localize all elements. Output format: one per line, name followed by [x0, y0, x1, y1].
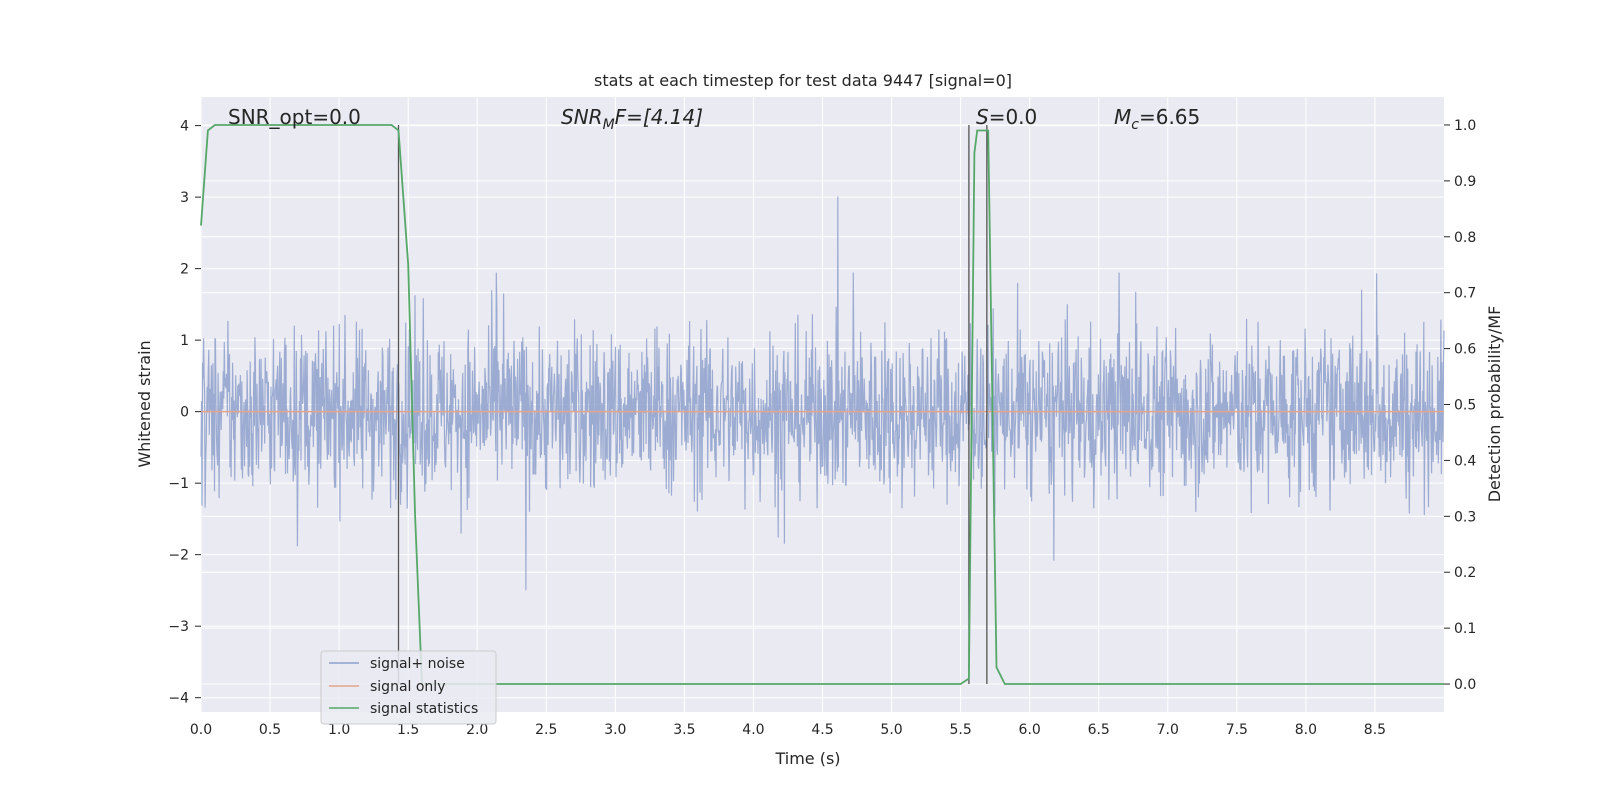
- vertical-markers: [397, 124, 988, 685]
- y2-tick-label: 0.6: [1454, 342, 1476, 358]
- x-tick-label: 8.0: [1295, 722, 1317, 738]
- x-tick-label: 2.5: [535, 722, 557, 738]
- annotation-mc-base: M: [1114, 105, 1131, 129]
- y-tick-label: −3: [168, 619, 189, 635]
- legend-label-signal-noise: signal+ noise: [370, 656, 465, 672]
- y2-tick-label: 0.2: [1454, 565, 1476, 581]
- annotation-s-base: S: [976, 105, 989, 129]
- y2-tick-label: 0.1: [1454, 621, 1476, 637]
- signal-noise-line: [200, 196, 1445, 591]
- series-signal-statistics: [200, 124, 1444, 685]
- y-axis-label: Whitened strain: [135, 340, 154, 467]
- annotation-mc: Mc=6.65: [1114, 105, 1200, 133]
- x-axis-label: Time (s): [774, 749, 840, 768]
- y2-tick-label: 0.8: [1454, 230, 1476, 246]
- annotation-snr-opt: SNR_opt=0.0: [228, 105, 361, 129]
- legend-label-signal-only: signal only: [370, 679, 445, 695]
- y-tick-label: 4: [180, 119, 189, 135]
- x-tick-label: 0.5: [259, 722, 281, 738]
- x-tick-label: 5.5: [949, 722, 971, 738]
- annotation-mc-rest: =6.65: [1139, 105, 1200, 129]
- signal-statistics-line: [200, 124, 1444, 685]
- x-tick-label: 3.0: [604, 722, 626, 738]
- annotation-s: S=0.0: [976, 105, 1037, 129]
- x-tick-label: 4.5: [811, 722, 833, 738]
- x-axis-ticks: 0.0 0.5 1.0 1.5 2.0 2.5 3.0 3.5 4.0 4.5 5.0 5.5 6.0 6…: [190, 722, 1386, 738]
- x-tick-label: 2.0: [466, 722, 488, 738]
- annotation-snr-mf-rest: F=[4.14]: [615, 105, 703, 129]
- y-axis-right-ticks: 1.0 0.9 0.8 0.7 0.6 0.5 0.4 0.3 0.2 0.1 0.0: [1444, 118, 1476, 693]
- x-tick-label: 1.0: [328, 722, 350, 738]
- series-signal-noise: [200, 196, 1445, 591]
- y2-tick-label: 0.9: [1454, 174, 1476, 190]
- x-tick-label: 7.0: [1157, 722, 1179, 738]
- x-tick-label: 3.5: [673, 722, 695, 738]
- annotation-s-rest: =0.0: [989, 105, 1038, 129]
- x-tick-label: 6.5: [1088, 722, 1110, 738]
- y2-tick-label: 0.5: [1454, 398, 1476, 414]
- y-tick-label: 2: [180, 262, 189, 278]
- y-tick-label: −1: [168, 476, 189, 492]
- y-tick-label: −2: [168, 548, 189, 564]
- x-tick-label: 7.5: [1226, 722, 1248, 738]
- legend-box: [320, 650, 497, 725]
- chart-title: stats at each timestep for test data 944…: [594, 71, 1012, 90]
- y2-axis-label: Detection probability/MF: [1485, 306, 1504, 503]
- y2-tick-label: 0.0: [1454, 677, 1476, 693]
- y2-tick-label: 0.3: [1454, 509, 1476, 525]
- x-tick-label: 8.5: [1364, 722, 1386, 738]
- annotation-snr-mf-base: SNR: [561, 105, 603, 129]
- x-tick-label: 5.0: [880, 722, 902, 738]
- legend: signal+ noise signal only signal statist…: [320, 650, 497, 725]
- y-tick-label: 1: [180, 333, 189, 349]
- y-axis-left-ticks: 4 3 2 1 0 −1 −2 −3 −4: [168, 119, 201, 707]
- annotation-mc-sub: c: [1131, 117, 1139, 133]
- legend-label-signal-statistics: signal statistics: [370, 701, 478, 717]
- y-tick-label: 0: [180, 405, 189, 421]
- x-tick-label: 4.0: [742, 722, 764, 738]
- y2-tick-label: 1.0: [1454, 118, 1476, 134]
- y2-tick-label: 0.7: [1454, 286, 1476, 302]
- y2-tick-label: 0.4: [1454, 453, 1476, 469]
- annotation-snr-mf: SNRMF=[4.14]: [561, 105, 703, 133]
- annotation-snr-mf-sub: M: [603, 117, 615, 133]
- y-tick-label: 3: [180, 190, 189, 206]
- x-tick-label: 6.0: [1019, 722, 1041, 738]
- y-tick-label: −4: [168, 691, 189, 707]
- x-tick-label: 0.0: [190, 722, 212, 738]
- x-tick-label: 1.5: [397, 722, 419, 738]
